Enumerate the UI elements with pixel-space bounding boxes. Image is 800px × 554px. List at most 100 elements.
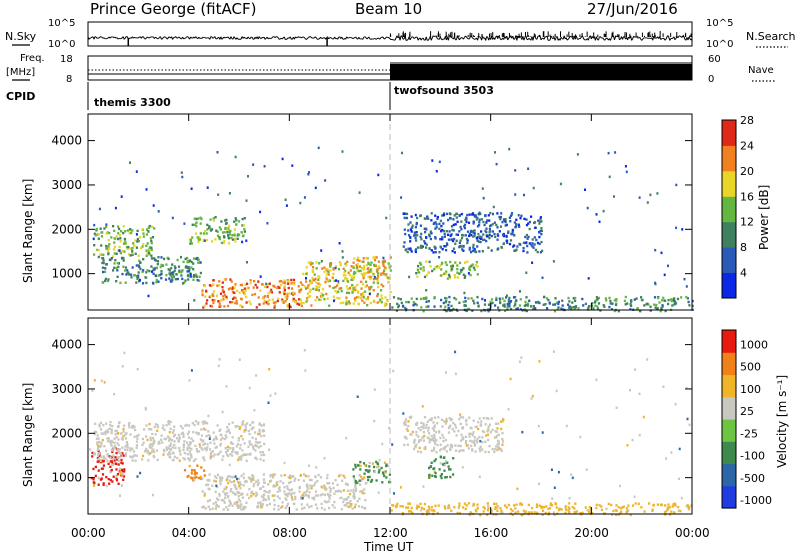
heatmap-cell bbox=[186, 256, 189, 260]
heatmap-cell bbox=[283, 292, 286, 296]
heatmap-cell bbox=[595, 506, 598, 510]
nsky-trace-segment bbox=[315, 36, 317, 39]
heatmap-cell bbox=[115, 468, 118, 471]
nsky-tick-bottom: 10^0 bbox=[48, 39, 75, 50]
heatmap-cell bbox=[403, 423, 406, 426]
heatmap-cell bbox=[96, 442, 99, 446]
heatmap-cell bbox=[117, 432, 120, 435]
heatmap-cell bbox=[600, 508, 603, 512]
heatmap-cell bbox=[345, 497, 349, 500]
heatmap-cell bbox=[280, 279, 283, 283]
nsky-trace-segment bbox=[439, 36, 442, 40]
heatmap-cell bbox=[456, 276, 459, 279]
heatmap-cell bbox=[360, 294, 363, 298]
heatmap-cell bbox=[213, 299, 216, 302]
heatmap-cell bbox=[221, 231, 225, 234]
heatmap-cell bbox=[212, 283, 215, 286]
heatmap-cell bbox=[378, 300, 381, 303]
heatmap-cell bbox=[505, 296, 508, 299]
heatmap-cell bbox=[156, 425, 160, 429]
heatmap-cell bbox=[218, 280, 221, 283]
heatmap-cell bbox=[181, 282, 185, 285]
heatmap-cell bbox=[456, 267, 459, 271]
heatmap-cell bbox=[414, 248, 418, 251]
heatmap-cell bbox=[358, 497, 361, 500]
heatmap-cell bbox=[273, 306, 276, 309]
nsky-trace-segment bbox=[300, 36, 302, 39]
heatmap-cell bbox=[333, 500, 336, 504]
heatmap-cell bbox=[255, 493, 259, 496]
heatmap-cell bbox=[549, 502, 553, 505]
heatmap-cell bbox=[519, 243, 522, 246]
heatmap-cell bbox=[468, 246, 471, 250]
nsky-trace-segment bbox=[106, 37, 109, 39]
heatmap-cell bbox=[415, 221, 418, 225]
heatmap-cell bbox=[329, 488, 332, 491]
heatmap-cell bbox=[482, 220, 485, 224]
nsky-trace-segment bbox=[295, 36, 297, 39]
heatmap-cell bbox=[646, 201, 649, 204]
heatmap-cell bbox=[307, 173, 310, 176]
heatmap-cell bbox=[363, 488, 366, 491]
heatmap-cell bbox=[431, 269, 434, 273]
heatmap-cell bbox=[299, 281, 302, 284]
heatmap-cell bbox=[290, 282, 293, 285]
heatmap-cell bbox=[221, 476, 224, 480]
heatmap-cell bbox=[319, 494, 322, 497]
heatmap-cell bbox=[494, 235, 497, 239]
heatmap-cell bbox=[150, 246, 153, 249]
heatmap-cell bbox=[124, 433, 127, 436]
heatmap-cell bbox=[404, 248, 407, 252]
heatmap-cell bbox=[125, 441, 128, 444]
heatmap-cell bbox=[243, 217, 246, 220]
heatmap-cell bbox=[656, 307, 659, 310]
heatmap-cell bbox=[590, 304, 594, 308]
heatmap-cell bbox=[119, 240, 122, 243]
heatmap-cell bbox=[240, 474, 243, 478]
heatmap-cell bbox=[294, 477, 297, 480]
heatmap-cell bbox=[215, 229, 218, 232]
heatmap-cell bbox=[369, 301, 372, 305]
heatmap-cell bbox=[459, 415, 462, 419]
heatmap-cell bbox=[187, 457, 190, 460]
heatmap-cell bbox=[197, 238, 200, 241]
heatmap-cell bbox=[329, 490, 332, 493]
heatmap-cell bbox=[168, 451, 171, 454]
heatmap-cell bbox=[504, 218, 507, 221]
heatmap-cell bbox=[476, 265, 479, 268]
heatmap-cell bbox=[359, 269, 362, 273]
heatmap-cell bbox=[559, 182, 562, 186]
heatmap-cell bbox=[399, 486, 402, 489]
heatmap-cell bbox=[417, 427, 420, 430]
heatmap-cell bbox=[335, 279, 338, 282]
heatmap-cell bbox=[281, 298, 284, 301]
heatmap-cell bbox=[357, 480, 360, 484]
heatmap-cell bbox=[188, 267, 191, 271]
nsky-trace-segment bbox=[177, 36, 179, 39]
heatmap-cell bbox=[455, 212, 459, 216]
heatmap-cell bbox=[418, 439, 421, 442]
heatmap-cell bbox=[227, 234, 230, 237]
heatmap-cell bbox=[162, 453, 165, 456]
heatmap-cell bbox=[129, 433, 132, 436]
heatmap-cell bbox=[130, 231, 133, 235]
nsky-trace-segment bbox=[362, 36, 365, 40]
heatmap-cell bbox=[161, 264, 165, 267]
heatmap-cell bbox=[427, 305, 430, 308]
heatmap-cell bbox=[212, 301, 215, 305]
heatmap-cell bbox=[163, 257, 166, 261]
heatmap-cell bbox=[242, 234, 245, 237]
heatmap-cell bbox=[116, 441, 119, 445]
heatmap-cell bbox=[334, 266, 337, 270]
heatmap-cell bbox=[148, 224, 151, 228]
heatmap-cell bbox=[194, 420, 197, 423]
heatmap-cell bbox=[509, 300, 512, 304]
heatmap-cell bbox=[194, 273, 198, 276]
heatmap-cell bbox=[133, 425, 136, 429]
heatmap-cell bbox=[360, 293, 363, 296]
nsky-trace-segment bbox=[297, 36, 299, 39]
heatmap-cell bbox=[377, 285, 380, 289]
heatmap-cell bbox=[99, 459, 102, 463]
heatmap-cell bbox=[147, 251, 151, 254]
heatmap-cell bbox=[479, 449, 482, 453]
